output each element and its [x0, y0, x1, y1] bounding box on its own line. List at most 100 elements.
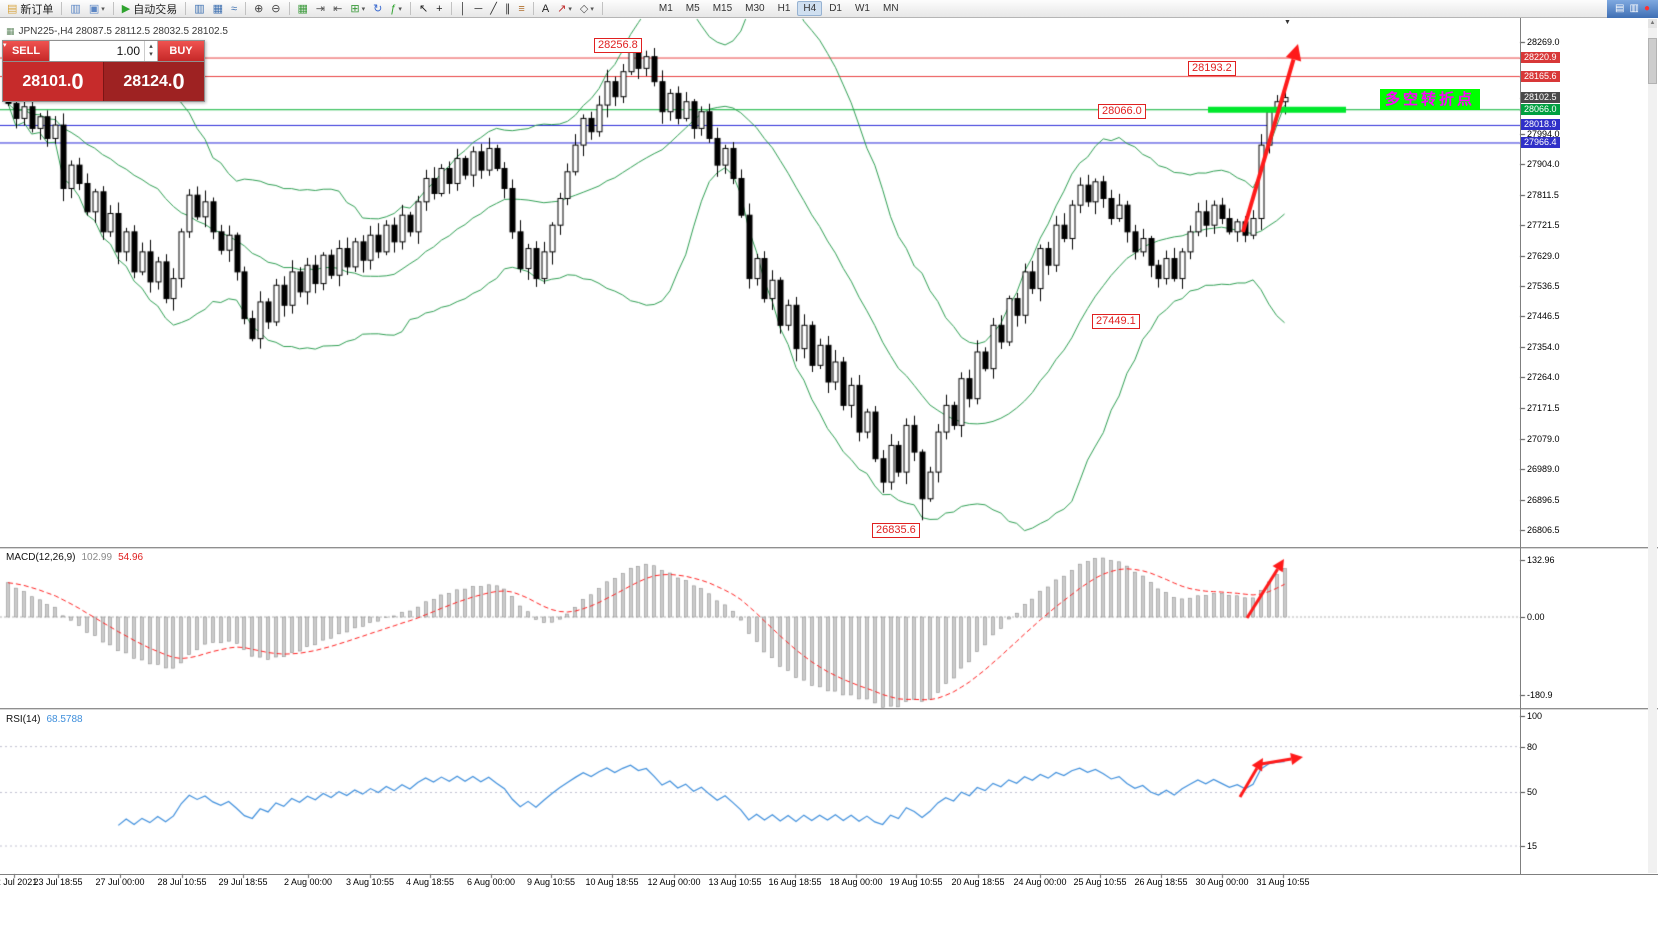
- price-axis-separator: [1520, 18, 1521, 874]
- zoom-out-icon-glyph: ⊖: [271, 2, 281, 15]
- symbol-title-text: JPN225-,H4 28087.5 28112.5 28032.5 28102…: [18, 26, 228, 37]
- tile-windows-icon-glyph: ▦: [297, 2, 308, 15]
- indicators-icon-glyph: ƒ: [390, 2, 397, 15]
- shapes-tool-icon[interactable]: ◇ ▾: [576, 2, 598, 16]
- volume-decrease-button[interactable]: ▾: [149, 51, 153, 58]
- alert-icon[interactable]: ●: [1643, 3, 1650, 14]
- new-order-button-label: 新订单: [20, 3, 54, 16]
- pane-divider-rsi[interactable]: [0, 708, 1658, 710]
- buy-price-last: 0: [172, 68, 185, 94]
- cursor-icon-glyph: ↖: [418, 2, 429, 15]
- toolbar-items: ▤ 新订单 ▥ ▣ ▾ ▶ 自动交易 ▥ ▦ ≈ ⊕ ⊖ ▦ ⇥ ⇤ ⊞ ▾ ↻ ƒ ▾ ↖ + │ ─ ╱ ∥ ≡ A ↗ ▾ ◇ ▾: [3, 0, 607, 18]
- buy-price-main: 28124.: [123, 72, 173, 90]
- new-chart-icon[interactable]: ⊞ ▾: [346, 2, 369, 16]
- bar-chart-icon-glyph: ▥: [194, 2, 205, 15]
- indicators-icon[interactable]: ƒ ▾: [386, 2, 406, 16]
- symbol-chart-icon: ▦: [6, 26, 15, 36]
- chart-shift-marker[interactable]: ▼: [1284, 19, 1291, 26]
- channel-icon[interactable]: ∥: [501, 2, 515, 16]
- horizontal-line-icon-glyph: ─: [474, 2, 483, 15]
- macd-signal-value: 54.96: [118, 552, 144, 563]
- text-tool-icon[interactable]: A: [538, 2, 553, 16]
- timeframe-mn[interactable]: MN: [882, 3, 899, 14]
- auto-trading-glyph: ▶: [121, 2, 131, 15]
- market-watch-icon[interactable]: ▤: [1615, 3, 1625, 14]
- toolbar-separator: [61, 2, 63, 15]
- candlestick-chart-icon-glyph: ▦: [212, 2, 224, 15]
- zoom-in-icon[interactable]: ⊕: [250, 2, 267, 16]
- refresh-icon[interactable]: ↻: [369, 2, 386, 16]
- profiles-icon-glyph: ▣: [88, 2, 100, 15]
- volume-input[interactable]: [50, 41, 144, 61]
- new-order-button[interactable]: ▤ 新订单: [3, 0, 57, 18]
- sell-button[interactable]: SELL: [3, 41, 49, 61]
- auto-trading-button-label: 自动交易: [133, 3, 178, 16]
- sell-price-last: 0: [71, 68, 84, 94]
- indicators-icon-caret[interactable]: ▾: [398, 5, 402, 13]
- sell-price[interactable]: 28101. 0: [3, 62, 103, 101]
- trendline-icon[interactable]: ╱: [486, 2, 501, 16]
- text-tool-icon-glyph: A: [541, 2, 550, 15]
- arrow-tool-icon-caret[interactable]: ▾: [568, 5, 572, 13]
- one-click-trading-panel: SELL ▴ ▾ BUY 28101. 0 28124. 0: [2, 40, 205, 102]
- toolbar-separator: [450, 2, 452, 15]
- profiles-icon-caret[interactable]: ▾: [101, 5, 105, 13]
- symbol-title: ▦ JPN225-,H4 28087.5 28112.5 28032.5 281…: [6, 26, 228, 37]
- rsi-value: 68.5788: [46, 714, 83, 725]
- timeframe-w1[interactable]: W1: [854, 3, 870, 14]
- arrow-tool-icon[interactable]: ↗ ▾: [553, 2, 576, 16]
- zoom-out-icon[interactable]: ⊖: [267, 2, 284, 16]
- scrollbar-up-icon[interactable]: ▲: [1648, 19, 1657, 28]
- vertical-scrollbar[interactable]: ▲: [1648, 19, 1657, 873]
- timeframe-d1[interactable]: D1: [829, 3, 842, 14]
- new-chart-icon-caret[interactable]: ▾: [361, 5, 366, 13]
- timeframe-m1[interactable]: M1: [658, 3, 673, 14]
- scrollbar-thumb[interactable]: [1648, 38, 1657, 84]
- bar-chart-icon[interactable]: ▥: [190, 2, 208, 16]
- timeframe-m15[interactable]: M15: [712, 3, 733, 14]
- new-order-glyph: ▤: [7, 2, 18, 15]
- timeframe-m30[interactable]: M30: [745, 3, 765, 14]
- new-chart-icon-glyph: ⊞: [350, 2, 360, 15]
- crosshair-icon-glyph: +: [436, 2, 443, 15]
- tile-windows-icon[interactable]: ▦: [294, 2, 312, 16]
- cursor-icon[interactable]: ↖: [415, 2, 432, 16]
- candlestick-chart-icon[interactable]: ▦: [209, 2, 227, 16]
- rsi-indicator-label: RSI(14) 68.5788: [6, 714, 83, 725]
- horizontal-line-icon[interactable]: ─: [470, 2, 486, 16]
- panel-collapse-button[interactable]: ▾: [3, 42, 7, 49]
- line-chart-icon[interactable]: ≈: [227, 2, 241, 16]
- toolbar-right-cluster: ▤ ▥ ●: [1607, 0, 1658, 18]
- shapes-tool-icon-glyph: ◇: [579, 2, 589, 15]
- volume-box: ▴ ▾: [49, 41, 158, 61]
- auto-scroll-icon[interactable]: ⇥: [312, 2, 329, 16]
- refresh-icon-glyph: ↻: [373, 2, 383, 15]
- chart-window-icon[interactable]: ▥: [66, 2, 84, 16]
- fibonacci-icon[interactable]: ≡: [514, 2, 528, 16]
- buy-button[interactable]: BUY: [158, 41, 204, 61]
- chart-shift-icon-glyph: ⇤: [333, 2, 343, 15]
- crosshair-icon[interactable]: +: [432, 2, 446, 16]
- timeframe-group: M1 M5 M15 M30 H1 H4 D1 W1 MN: [653, 1, 905, 16]
- toolbar-separator: [185, 2, 187, 15]
- rsi-name: RSI(14): [6, 714, 41, 725]
- volume-increase-button[interactable]: ▴: [149, 43, 153, 50]
- auto-trading-button[interactable]: ▶ 自动交易: [118, 0, 181, 18]
- timeframe-m5[interactable]: M5: [685, 3, 700, 14]
- arrow-tool-icon-glyph: ↗: [557, 2, 567, 15]
- data-window-icon[interactable]: ▥: [1629, 3, 1639, 14]
- auto-scroll-icon-glyph: ⇥: [315, 2, 326, 15]
- timeframe-h1[interactable]: H1: [777, 3, 791, 14]
- trendline-icon-glyph: ╱: [490, 2, 497, 15]
- shapes-tool-icon-caret[interactable]: ▾: [590, 5, 594, 13]
- buy-price[interactable]: 28124. 0: [103, 62, 204, 101]
- timeframe-h4[interactable]: H4: [797, 1, 823, 16]
- pane-divider-macd[interactable]: [0, 547, 1658, 549]
- time-axis-separator: [0, 874, 1658, 875]
- profiles-icon[interactable]: ▣ ▾: [85, 2, 109, 16]
- chart-shift-icon[interactable]: ⇤: [329, 2, 346, 16]
- vertical-line-icon[interactable]: │: [456, 2, 471, 16]
- fibonacci-icon-glyph: ≡: [518, 2, 525, 15]
- toolbar-separator: [112, 2, 114, 15]
